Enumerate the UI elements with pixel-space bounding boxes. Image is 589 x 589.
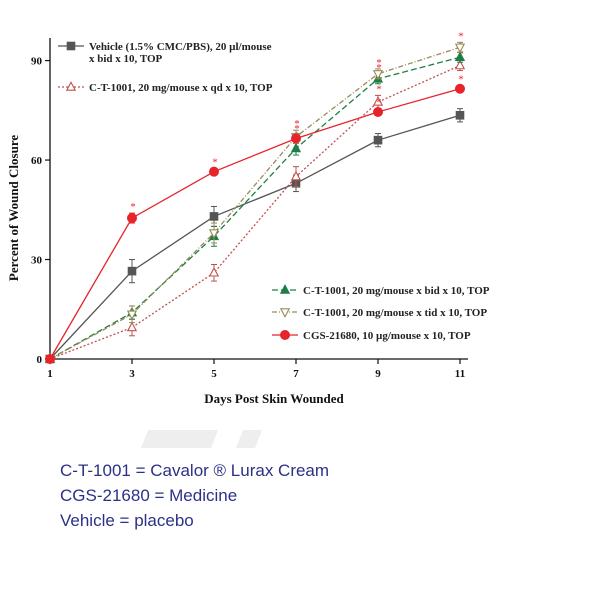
x-tick-label: 5 xyxy=(211,368,217,380)
data-point xyxy=(126,321,138,332)
series-5: ***** xyxy=(45,73,465,364)
x-tick-label: 3 xyxy=(129,368,135,380)
data-point xyxy=(127,213,137,224)
series-4: *** xyxy=(44,30,466,365)
x-tick-label: 11 xyxy=(455,368,465,380)
legend-marker xyxy=(280,330,290,340)
significance-mark: * xyxy=(458,30,464,42)
data-point xyxy=(455,110,465,120)
chart-series: ************* xyxy=(44,30,466,365)
series-line xyxy=(49,114,461,360)
x-tick-label: 7 xyxy=(293,368,299,380)
legend-label: C-T-1001, 20 mg/mouse x tid x 10, TOP xyxy=(303,307,487,319)
significance-mark: * xyxy=(294,123,300,135)
significance-mark: * xyxy=(294,118,300,130)
legend-item-5: CGS-21680, 10 µg/mouse x 10, TOP xyxy=(272,330,471,342)
data-point xyxy=(454,51,466,62)
data-point xyxy=(208,266,220,277)
legend-marker xyxy=(66,41,76,51)
x-tick-label: 1 xyxy=(47,368,53,380)
legend-item-3: C-T-1001, 20 mg/mouse x bid x 10, TOP xyxy=(272,284,490,297)
legend-marker xyxy=(279,284,291,294)
series-line xyxy=(49,56,461,360)
data-point xyxy=(291,133,301,144)
legend-item-2: C-T-1001, 20 mg/mouse x qd x 10, TOP xyxy=(58,81,273,94)
data-point xyxy=(208,229,220,239)
legend-marker xyxy=(279,308,291,318)
caption-line-medicine: CGS-21680 = Medicine xyxy=(60,486,238,505)
legend-marker xyxy=(65,81,77,91)
chart-caption: C-T-1001 = Cavalor ® Lurax Cream CGS-216… xyxy=(60,458,329,533)
legend-label: x bid x 10, TOP xyxy=(89,53,163,65)
data-point xyxy=(372,96,384,106)
series-line xyxy=(49,46,461,360)
data-point xyxy=(209,166,219,177)
legend-label: C-T-1001, 20 mg/mouse x bid x 10, TOP xyxy=(303,285,490,297)
data-point xyxy=(290,142,302,153)
y-tick-label: 0 xyxy=(37,354,43,366)
data-point xyxy=(372,70,384,80)
data-point xyxy=(455,83,465,94)
data-point xyxy=(127,266,137,276)
significance-mark: * xyxy=(376,57,382,69)
data-point xyxy=(373,106,383,117)
significance-mark: * xyxy=(130,201,136,213)
legend-label: Vehicle (1.5% CMC/PBS), 20 µl/mouse xyxy=(89,41,272,53)
legend-label: C-T-1001, 20 mg/mouse x qd x 10, TOP xyxy=(89,82,273,94)
significance-mark: * xyxy=(376,62,382,74)
data-point xyxy=(373,135,383,145)
legend-label: CGS-21680, 10 µg/mouse x 10, TOP xyxy=(303,330,471,342)
y-tick-label: 30 xyxy=(31,255,43,267)
data-point xyxy=(454,43,466,54)
significance-mark: * xyxy=(212,156,218,168)
x-tick-label: 9 xyxy=(375,368,381,380)
series-line xyxy=(49,64,461,360)
chart-axes: 0 30 60 90 1 3 5 7 9 11 xyxy=(31,38,468,380)
decorative-watermark-shapes xyxy=(141,430,262,448)
data-point xyxy=(290,170,302,181)
data-point xyxy=(126,310,138,321)
series-1 xyxy=(45,108,465,364)
y-axis-label: Percent of Wound Closure xyxy=(6,135,21,281)
significance-mark: * xyxy=(376,83,382,95)
significance-mark: * xyxy=(376,97,382,109)
y-tick-label: 60 xyxy=(31,155,43,167)
x-axis-label: Days Post Skin Wounded xyxy=(204,391,344,406)
series-line xyxy=(49,88,461,360)
data-point xyxy=(209,212,219,221)
data-point xyxy=(45,354,55,364)
significance-mark: * xyxy=(458,73,464,85)
legend-item-4: C-T-1001, 20 mg/mouse x tid x 10, TOP xyxy=(272,307,487,319)
data-point xyxy=(454,59,466,70)
y-tick-label: 90 xyxy=(31,56,43,68)
caption-line-vehicle: Vehicle = placebo xyxy=(60,511,194,530)
caption-line-product: C-T-1001 = Cavalor ® Lurax Cream xyxy=(60,461,330,480)
